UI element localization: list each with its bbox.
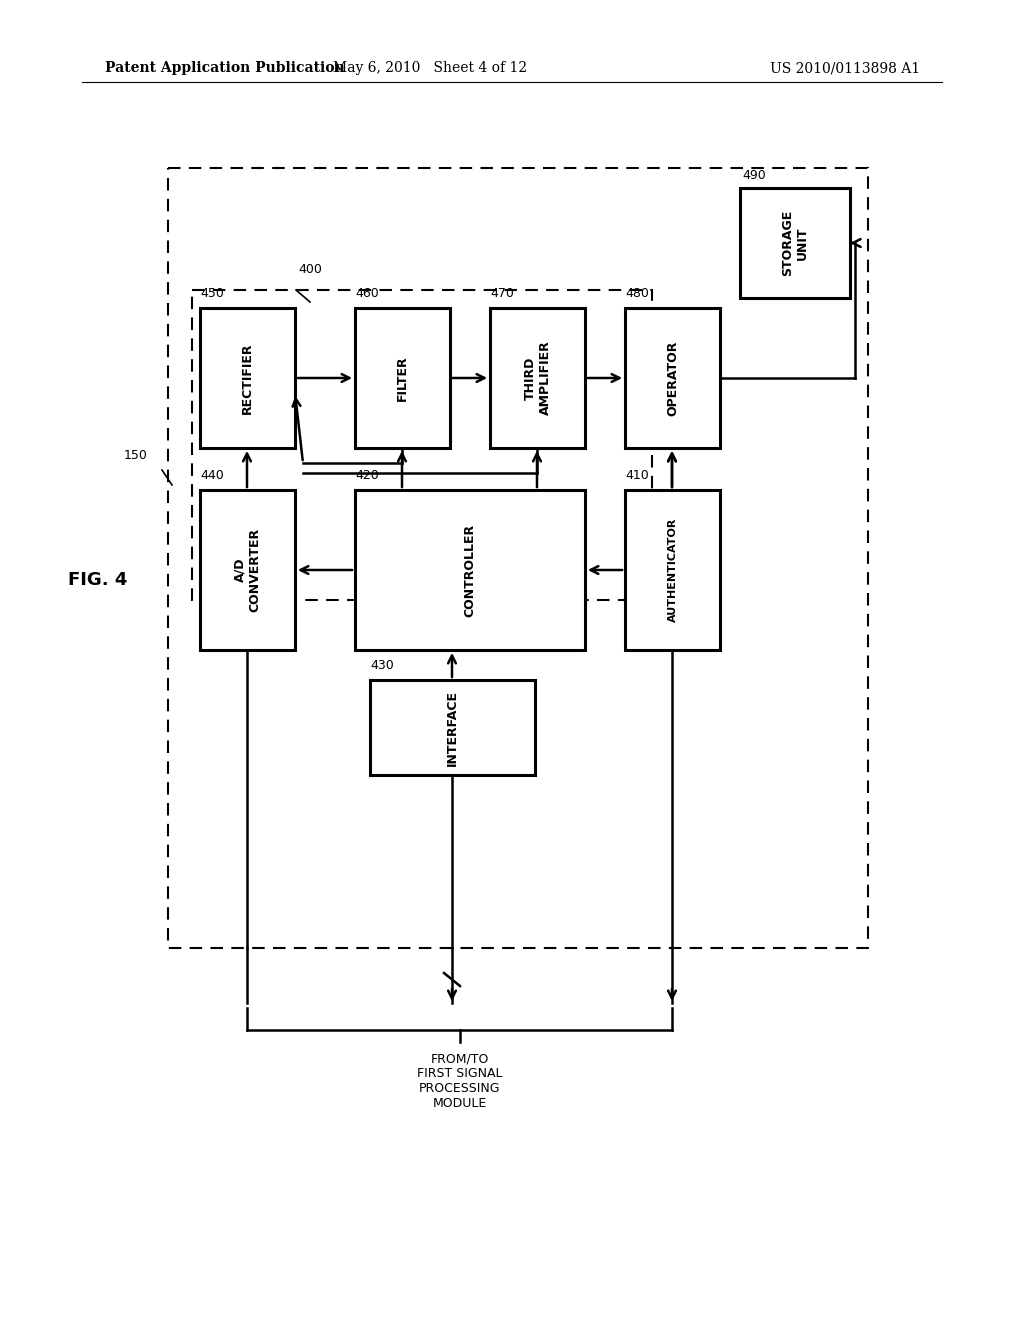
Text: 420: 420 (355, 469, 379, 482)
Text: RECTIFIER: RECTIFIER (241, 342, 254, 413)
Text: 480: 480 (625, 286, 649, 300)
Text: 410: 410 (625, 469, 649, 482)
Bar (370, 680, 535, 775)
Text: May 6, 2010   Sheet 4 of 12: May 6, 2010 Sheet 4 of 12 (333, 61, 527, 75)
Text: 440: 440 (200, 469, 224, 482)
Text: INTERFACE: INTERFACE (446, 689, 459, 766)
Text: 470: 470 (490, 286, 514, 300)
Text: US 2010/0113898 A1: US 2010/0113898 A1 (770, 61, 920, 75)
Text: 490: 490 (742, 169, 766, 182)
Text: THIRD
AMPLIFIER: THIRD AMPLIFIER (523, 341, 552, 416)
Bar (200, 308, 295, 447)
Text: Patent Application Publication: Patent Application Publication (105, 61, 345, 75)
Bar (625, 308, 720, 447)
Text: STORAGE
UNIT: STORAGE UNIT (781, 210, 809, 276)
Bar (200, 490, 295, 649)
Bar (490, 308, 585, 447)
Bar (625, 490, 720, 649)
Text: FROM/TO
FIRST SIGNAL
PROCESSING
MODULE: FROM/TO FIRST SIGNAL PROCESSING MODULE (417, 1052, 502, 1110)
Text: FIG. 4: FIG. 4 (68, 572, 127, 589)
Bar (355, 490, 585, 649)
Bar (168, 168, 868, 948)
Text: 430: 430 (370, 659, 394, 672)
Text: FILTER: FILTER (396, 355, 409, 401)
Text: A/D
CONVERTER: A/D CONVERTER (233, 528, 261, 612)
Bar (740, 187, 850, 298)
Text: 400: 400 (298, 263, 322, 276)
Text: 150: 150 (124, 449, 148, 462)
Text: OPERATOR: OPERATOR (666, 341, 679, 416)
Text: AUTHENTICATOR: AUTHENTICATOR (668, 517, 678, 622)
Bar (355, 308, 450, 447)
Text: 460: 460 (355, 286, 379, 300)
Text: CONTROLLER: CONTROLLER (464, 524, 476, 616)
Text: 450: 450 (200, 286, 224, 300)
Bar (193, 290, 652, 601)
